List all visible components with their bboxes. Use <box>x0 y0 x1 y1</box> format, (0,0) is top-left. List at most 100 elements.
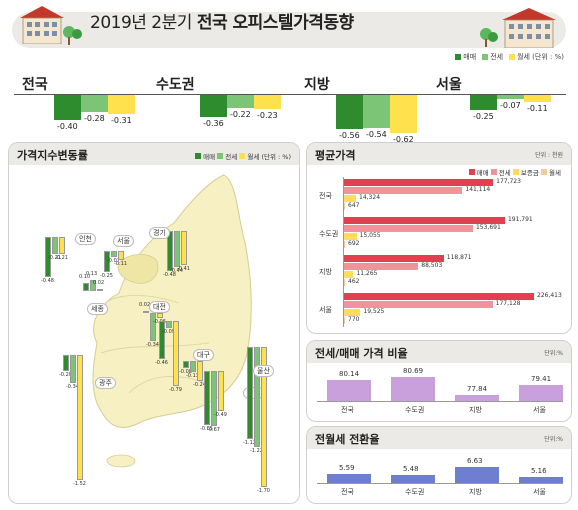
top-legend: 매매 전세 월세 (단위 : %) <box>455 52 564 62</box>
map-value: 0.02 <box>139 302 151 309</box>
map-value: -0.25 <box>100 272 113 279</box>
avg-value: 11,265 <box>356 270 378 277</box>
map-region-label: 대구 <box>193 349 214 361</box>
avg-value: 15,055 <box>359 232 381 239</box>
vbar-category: 지방 <box>469 488 482 496</box>
map-legend: 매매 전세 월세 (단위 : %) <box>195 151 291 161</box>
map-bar <box>70 355 76 383</box>
map-value: -0.09 <box>162 329 175 336</box>
map-value: -0.48 <box>41 277 54 284</box>
avg-category-label: 전국 <box>319 192 332 200</box>
map-bar <box>183 361 189 368</box>
panel-header <box>307 341 571 363</box>
summary-bar <box>227 95 254 109</box>
vbar-category: 서울 <box>533 488 546 496</box>
map-value: -0.67 <box>207 427 220 434</box>
vbar-category: 서울 <box>533 406 546 414</box>
vbar-value: 79.41 <box>531 375 552 384</box>
map-bar <box>143 311 149 314</box>
avg-bar <box>344 317 345 324</box>
building-icon <box>502 8 556 48</box>
avg-category-label: 지방 <box>319 268 332 276</box>
map-bar <box>63 355 69 372</box>
map-value: -0.24 <box>193 381 206 388</box>
vbar <box>519 385 563 401</box>
map-value: -0.08 <box>179 368 192 375</box>
summary-value: -0.28 <box>84 114 105 124</box>
map-value: -0.48 <box>163 271 176 278</box>
map-value: -0.11 <box>114 261 127 268</box>
avg-value: 226,413 <box>537 292 562 299</box>
map-bar <box>159 321 165 359</box>
vbar-category: 지방 <box>469 406 482 414</box>
summary-value: -0.23 <box>257 111 278 121</box>
avg-legend: 매매 전세 보증금 월세 <box>468 167 561 177</box>
summary-value: -0.22 <box>230 110 251 120</box>
map-bar <box>83 282 89 291</box>
vbar-value: 6.63 <box>467 457 483 465</box>
map-value: -1.70 <box>257 488 270 494</box>
map-value: -0.07 <box>107 257 120 264</box>
vbar-value: 5.48 <box>403 464 419 473</box>
vbar-category: 수도권 <box>405 406 425 414</box>
map-region-label: 경기 <box>149 227 170 239</box>
vbar-value: 5.16 <box>531 467 547 475</box>
summary-value: -0.56 <box>339 131 360 141</box>
avg-bar <box>344 301 493 308</box>
summary-bar <box>390 95 417 133</box>
map-value: -0.41 <box>177 265 190 272</box>
summary-value: -0.40 <box>57 121 78 131</box>
avg-bar <box>344 271 354 278</box>
map-region-label: 광주 <box>95 377 116 389</box>
summary-bar <box>470 95 497 111</box>
avg-value: 88,503 <box>421 262 443 269</box>
avg-bar <box>344 203 345 210</box>
panel-title: 가격지수변동률 <box>17 149 88 162</box>
summary-bar <box>254 95 281 110</box>
tree-icon <box>480 28 498 47</box>
avg-value: 647 <box>348 202 360 209</box>
vbar <box>327 380 371 401</box>
vbar-value: 80.69 <box>403 367 424 375</box>
map-bar <box>204 371 210 425</box>
conversion-panel: 전월세 전환율 단위:% 5.59 전국 5.48 수도권 6.63 지방 5.16 서울 <box>306 426 572 504</box>
vbar-value: 5.59 <box>339 464 355 473</box>
avg-bar <box>344 225 473 232</box>
map-bar <box>218 371 224 412</box>
avg-bar <box>344 279 345 286</box>
panel-title: 전세/매매 가격 비율 <box>315 347 408 360</box>
map-value: 0.02 <box>93 280 105 287</box>
korea-map <box>92 174 252 468</box>
panel-unit: 단위:% <box>544 350 563 357</box>
avg-value: 177,723 <box>496 178 521 185</box>
summary-value: -0.54 <box>366 130 387 140</box>
map-bar <box>190 361 196 372</box>
map-value: -0.34 <box>146 342 159 348</box>
summary-bar <box>497 95 524 100</box>
avg-bar <box>344 233 357 240</box>
map-value: -0.79 <box>169 387 182 394</box>
map-bar <box>150 313 156 341</box>
map-bar <box>77 355 83 481</box>
vbar <box>455 395 499 401</box>
summary-region-label: 전국 <box>22 77 48 93</box>
summary-bar <box>81 95 108 113</box>
vbar-value: 77.84 <box>467 385 488 393</box>
vbar-category: 전국 <box>341 406 354 414</box>
ratio-panel: 전세/매매 가격 비율 단위:% 80.14 전국 80.69 수도권 77.84 지방 7… <box>306 340 572 422</box>
map-bar <box>211 371 217 427</box>
avg-bar <box>344 195 357 202</box>
map-region-label: 인천 <box>75 233 96 245</box>
map-region-label: 서울 <box>113 235 134 247</box>
vbar <box>519 477 563 483</box>
map-bar <box>157 313 163 318</box>
panel-header <box>307 143 571 165</box>
map-bar <box>59 237 65 255</box>
vbar-value: 80.14 <box>339 370 360 379</box>
summary-bar <box>336 95 363 130</box>
summary-baseline <box>14 94 566 95</box>
map-bar <box>45 237 51 277</box>
avg-bar <box>344 241 345 248</box>
vbar <box>455 467 499 483</box>
avg-value: 118,871 <box>446 254 472 261</box>
